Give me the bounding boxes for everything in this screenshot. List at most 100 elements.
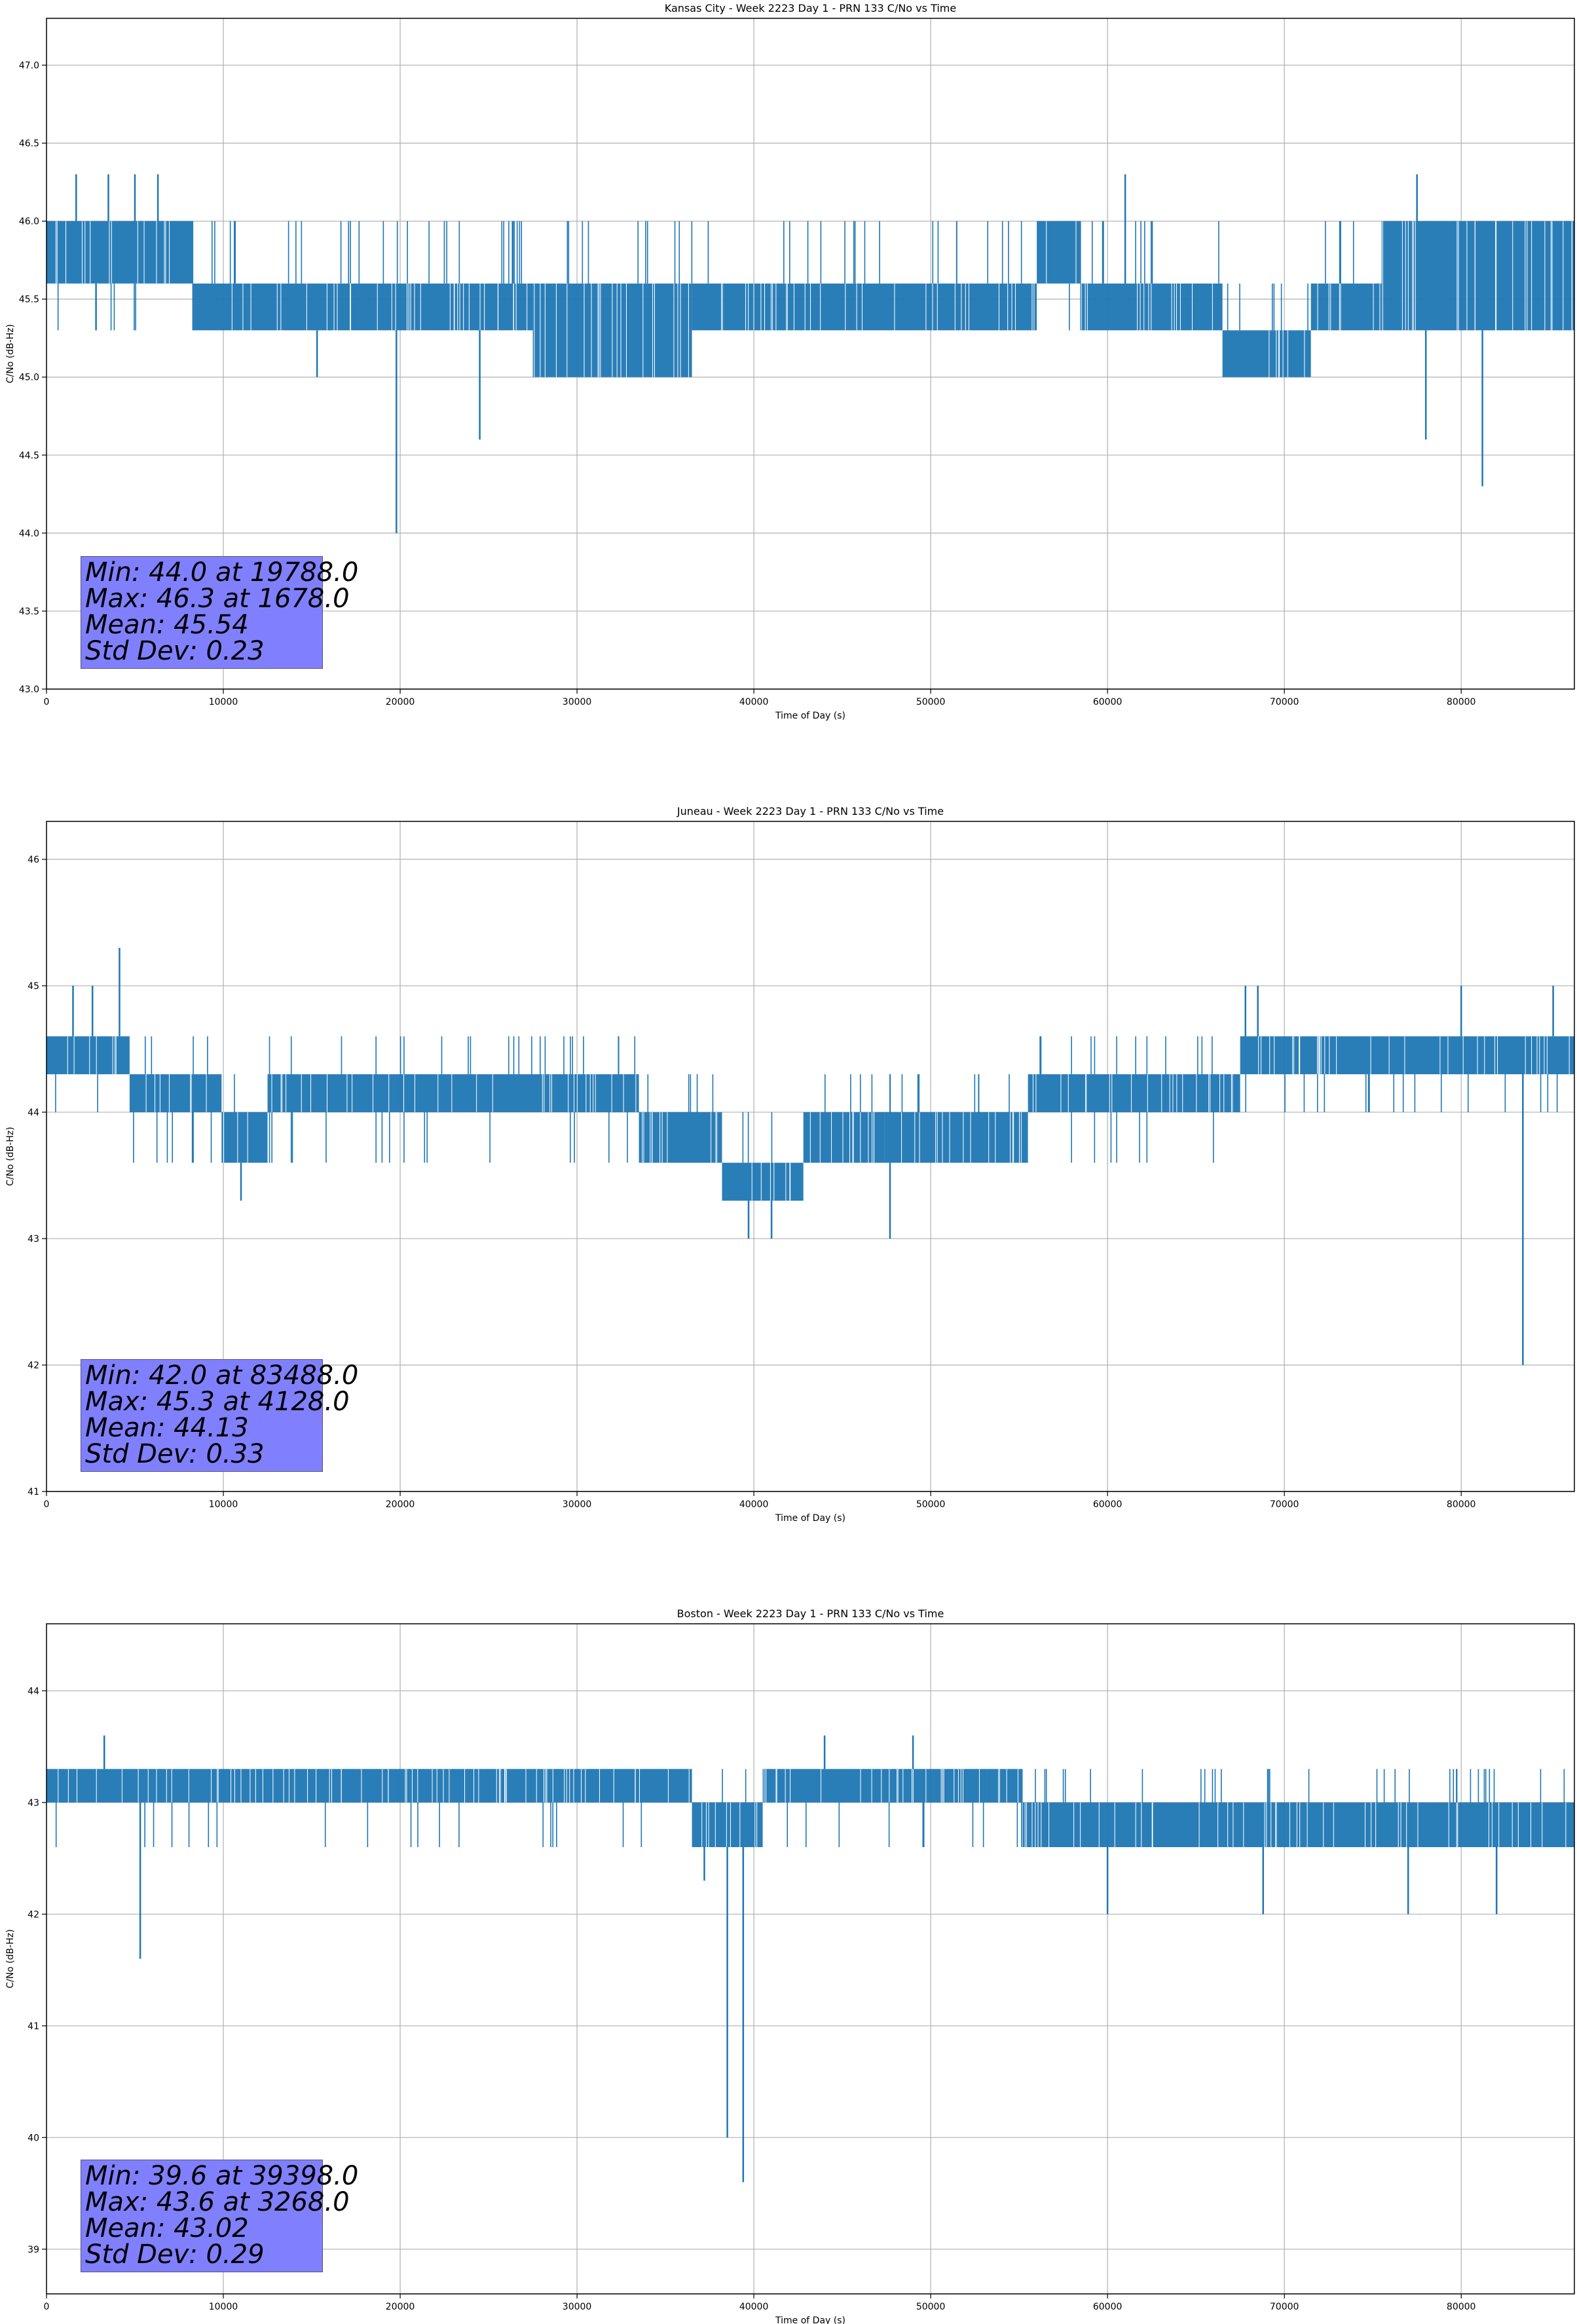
signal-band	[267, 1074, 639, 1112]
chart-panel-boston: 0 10000 20000 30000 40000 50000 60000 70000 8000…	[5, 1607, 1575, 2324]
x-tick-label: 10000	[209, 1499, 238, 1510]
y-tick-label: 43.0	[19, 684, 39, 695]
y-tick-label: 43	[28, 1798, 39, 1809]
stats-annotation-box: Min: 42.0 at 83488.0 Max: 45.3 at 4128.0…	[81, 1359, 359, 1472]
x-tick-label: 70000	[1270, 1499, 1299, 1510]
y-axis-label: C/No (dB-Hz)	[5, 1929, 16, 1988]
x-tick-label: 20000	[386, 697, 415, 707]
data-series	[46, 948, 1574, 1365]
x-axis-label: Time of Day (s)	[775, 711, 845, 721]
x-tick-label: 0	[44, 697, 50, 707]
y-tick-label: 45	[28, 981, 39, 992]
x-tick-label: 60000	[1093, 697, 1122, 707]
signal-band	[221, 1112, 268, 1163]
signal-band	[987, 1769, 1023, 1803]
stats-mean: Mean: 44.13	[85, 1413, 249, 1443]
x-tick-label: 50000	[916, 2302, 946, 2312]
y-tick-label: 44.5	[19, 451, 39, 461]
y-tick-label: 39	[28, 2245, 39, 2255]
x-tick-label: 80000	[1447, 697, 1476, 707]
y-tick-label: 46.5	[19, 139, 39, 149]
y-axis-label: C/No (dB-Hz)	[5, 324, 16, 383]
signal-band	[1081, 283, 1223, 331]
x-tick-label: 30000	[563, 2302, 592, 2312]
x-tick-label: 0	[44, 1499, 50, 1510]
signal-band	[762, 1769, 988, 1803]
y-tick-label: 42	[28, 1360, 39, 1371]
stats-std-dev: Std Dev: 0.33	[85, 1439, 265, 1469]
signal-band	[129, 1074, 222, 1112]
signal-band	[1028, 1074, 1240, 1112]
chart-title: Kansas City - Week 2223 Day 1 - PRN 133 …	[665, 2, 956, 14]
signal-band	[884, 1112, 1028, 1163]
y-tick-label: 44.0	[19, 529, 39, 539]
stats-annotation-box: Min: 44.0 at 19788.0 Max: 46.3 at 1678.0…	[81, 556, 359, 669]
data-series	[46, 174, 1574, 533]
data-series	[46, 1735, 1574, 2183]
stats-annotation-box: Min: 39.6 at 39398.0 Max: 43.6 at 3268.0…	[81, 2160, 359, 2272]
x-tick-label: 40000	[739, 1499, 769, 1510]
chart-panel-kansas-city: 0 10000 20000 30000 40000 50000 60000 70000 8000…	[5, 2, 1575, 721]
signal-band	[803, 1112, 885, 1163]
stats-std-dev: Std Dev: 0.29	[85, 2240, 265, 2270]
stats-max: Max: 43.6 at 3268.0	[85, 2187, 350, 2217]
signal-band	[46, 1036, 130, 1075]
y-tick-label: 43.5	[19, 607, 39, 617]
x-tick-label: 50000	[916, 697, 946, 707]
signal-band	[1381, 221, 1574, 331]
signal-band	[1222, 330, 1311, 377]
x-tick-label: 80000	[1447, 2302, 1476, 2312]
x-tick-label: 60000	[1093, 1499, 1122, 1510]
stats-mean: Mean: 45.54	[85, 610, 249, 640]
stats-mean: Mean: 43.02	[85, 2213, 249, 2243]
x-tick-label: 50000	[916, 1499, 946, 1510]
x-tick-label: 60000	[1093, 2302, 1122, 2312]
chart-title: Boston - Week 2223 Day 1 - PRN 133 C/No …	[677, 1607, 944, 1620]
x-tick-label: 40000	[739, 2302, 769, 2312]
axes-frame	[46, 1623, 1575, 2295]
y-axis-label: C/No (dB-Hz)	[5, 1127, 16, 1186]
y-tick-label: 41	[28, 2021, 39, 2032]
x-tick-label: 70000	[1270, 697, 1299, 707]
y-tick-label: 41	[28, 1487, 39, 1497]
x-axis-label: Time of Day (s)	[775, 1513, 845, 1524]
x-tick-label: 10000	[209, 2302, 238, 2312]
signal-band	[639, 1112, 722, 1163]
signal-band	[692, 1802, 763, 1847]
x-tick-label: 20000	[386, 1499, 415, 1510]
signal-band	[1310, 283, 1382, 331]
x-tick-label: 0	[44, 2302, 50, 2312]
x-tick-label: 30000	[563, 1499, 592, 1510]
chart-title: Juneau - Week 2223 Day 1 - PRN 133 C/No …	[677, 805, 944, 817]
stats-min: Min: 44.0 at 19788.0	[85, 557, 359, 588]
chart-panel-juneau: 0 10000 20000 30000 40000 50000 60000 70000 8000…	[5, 805, 1575, 1524]
y-tick-label: 43	[28, 1234, 39, 1245]
stats-min: Min: 42.0 at 83488.0	[85, 1360, 359, 1391]
y-tick-label: 46.0	[19, 217, 39, 227]
signal-band	[1037, 221, 1081, 284]
stats-max: Max: 46.3 at 1678.0	[85, 584, 350, 614]
signal-band	[46, 221, 194, 284]
x-tick-label: 70000	[1270, 2302, 1299, 2312]
signal-band	[722, 1163, 804, 1201]
x-axis-label: Time of Day (s)	[775, 2315, 845, 2324]
axes-frame	[46, 821, 1575, 1492]
stats-min: Min: 39.6 at 39398.0	[85, 2161, 359, 2191]
y-tick-label: 46	[28, 855, 39, 865]
y-tick-label: 42	[28, 1909, 39, 1920]
signal-band	[193, 283, 533, 331]
y-tick-label: 44	[28, 1686, 39, 1696]
stats-max: Max: 45.3 at 4128.0	[85, 1387, 350, 1417]
signal-band	[1022, 1802, 1574, 1847]
signal-band	[692, 283, 1037, 331]
signal-band	[46, 1769, 692, 1803]
stats-std-dev: Std Dev: 0.23	[85, 636, 265, 666]
y-tick-label: 40	[28, 2133, 39, 2143]
y-tick-label: 45.5	[19, 295, 39, 305]
x-tick-label: 40000	[739, 697, 769, 707]
x-tick-label: 20000	[386, 2302, 415, 2312]
signal-band	[1240, 1036, 1574, 1075]
axes-frame	[46, 18, 1575, 690]
y-tick-label: 44	[28, 1108, 39, 1118]
